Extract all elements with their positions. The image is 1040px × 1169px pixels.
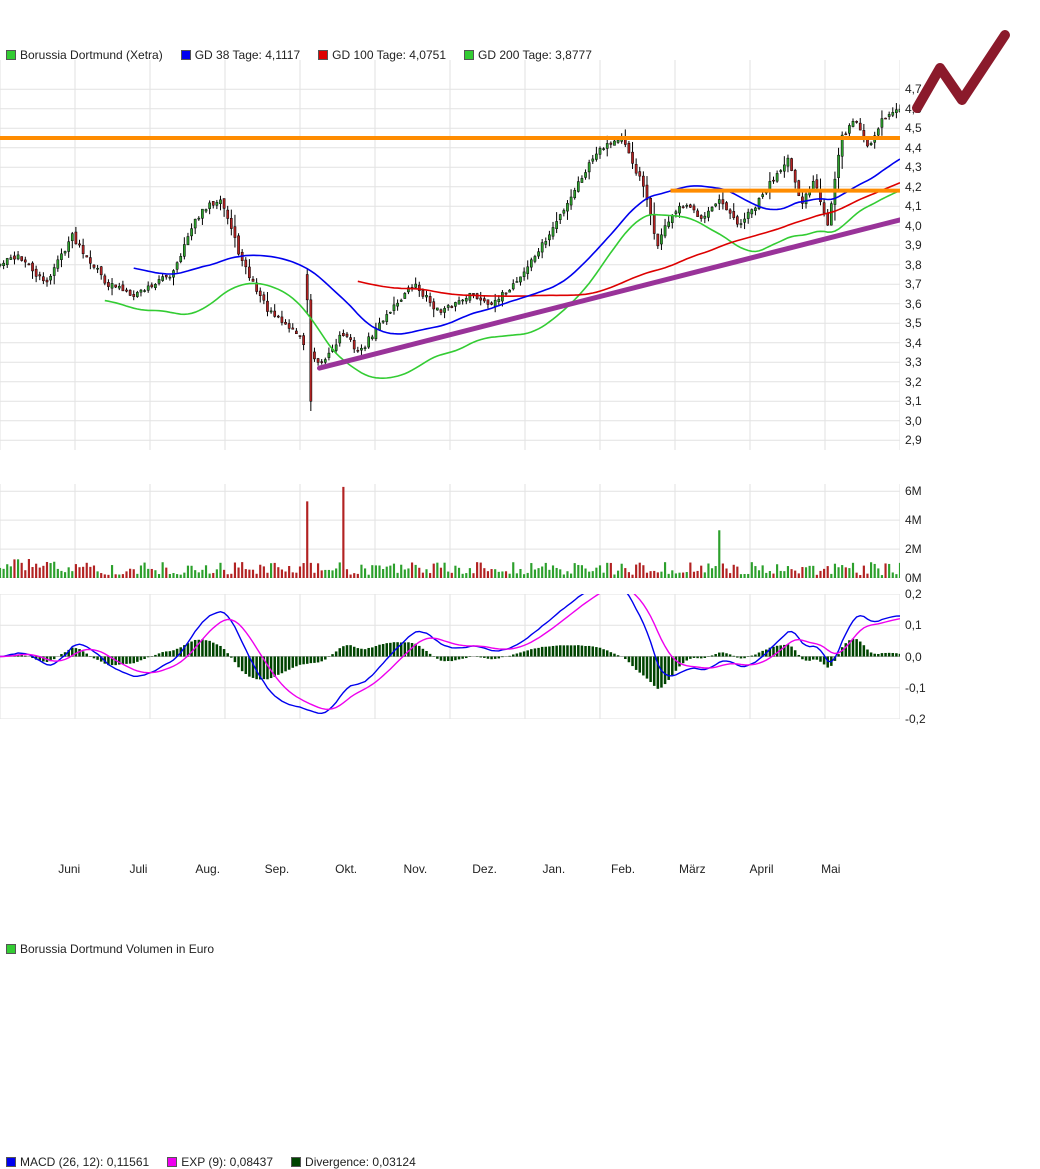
price-axis-tick-4: 4,0 xyxy=(905,219,922,233)
price-axis-tick-4.4: 4,4 xyxy=(905,141,922,155)
legend-swatch-0 xyxy=(6,50,16,60)
volume-plot-area[interactable] xyxy=(0,484,900,578)
xaxis-tick-Dez.: Dez. xyxy=(472,862,497,876)
xaxis-tick-Juli: Juli xyxy=(129,862,147,876)
macd-axis-tick-0.1: 0,1 xyxy=(905,618,922,632)
volume-axis-tick-4M: 4M xyxy=(905,513,922,527)
price-axis-tick-4.3: 4,3 xyxy=(905,160,922,174)
price-axis-tick-3.1: 3,1 xyxy=(905,394,922,408)
price-plot-area[interactable] xyxy=(0,60,900,450)
price-axis-tick-3.7: 3,7 xyxy=(905,277,922,291)
xaxis-tick-Mai: Mai xyxy=(821,862,840,876)
price-axis-tick-4.7: 4,7 xyxy=(905,82,922,96)
price-axis-tick-2.9: 2,9 xyxy=(905,433,922,447)
price-axis-tick-4.6: 4,6 xyxy=(905,102,922,116)
legend-swatch-1 xyxy=(167,1157,177,1167)
legend-swatch-0 xyxy=(6,1157,16,1167)
price-axis-tick-3.3: 3,3 xyxy=(905,355,922,369)
legend-swatch-2 xyxy=(291,1157,301,1167)
xaxis-tick-April: April xyxy=(750,862,774,876)
price-axis-tick-3: 3,0 xyxy=(905,414,922,428)
legend-swatch-1 xyxy=(181,50,191,60)
price-axis-tick-3.2: 3,2 xyxy=(905,375,922,389)
legend-item-2: Divergence: 0,03124 xyxy=(291,1155,416,1169)
macd-axis-tick-0: 0,0 xyxy=(905,650,922,664)
volume-axis-tick-6M: 6M xyxy=(905,484,922,498)
legend-label-0: Borussia Dortmund Volumen in Euro xyxy=(20,942,214,956)
xaxis-tick-Juni: Juni xyxy=(58,862,80,876)
volume-legend: Borussia Dortmund Volumen in Euro xyxy=(6,942,214,956)
legend-swatch-0 xyxy=(6,944,16,954)
xaxis-tick-Jan.: Jan. xyxy=(543,862,566,876)
legend-label-0: MACD (26, 12): 0,11561 xyxy=(20,1155,149,1169)
price-axis-tick-4.5: 4,5 xyxy=(905,121,922,135)
legend-label-1: EXP (9): 0,08437 xyxy=(181,1155,273,1169)
price-axis-tick-4.2: 4,2 xyxy=(905,180,922,194)
xaxis-tick-Aug.: Aug. xyxy=(195,862,220,876)
legend-item-0: MACD (26, 12): 0,11561 xyxy=(6,1155,149,1169)
xaxis-labels: Juni Juli Aug. Sep. Okt. Nov. Dez. Jan. Feb. März… xyxy=(0,860,900,880)
price-axis-tick-3.8: 3,8 xyxy=(905,258,922,272)
xaxis-tick-Okt.: Okt. xyxy=(335,862,357,876)
price-axis-tick-3.4: 3,4 xyxy=(905,336,922,350)
macd-legend: MACD (26, 12): 0,11561 EXP (9): 0,08437 Di… xyxy=(6,1155,416,1169)
macd-axis-tick--0.1: -0,1 xyxy=(905,681,926,695)
xaxis-tick-Sep.: Sep. xyxy=(265,862,290,876)
xaxis-tick-Feb.: Feb. xyxy=(611,862,635,876)
macd-plot-area[interactable] xyxy=(0,594,900,719)
legend-swatch-2 xyxy=(318,50,328,60)
legend-item-1: EXP (9): 0,08437 xyxy=(167,1155,273,1169)
price-panel: 4,7 4,6 4,5 4,4 4,3 4,2 4,1 4,0 3,9 3,8 3,7 3,6 3,5 3… xyxy=(0,60,1040,450)
legend-swatch-3 xyxy=(464,50,474,60)
stock-chart-root: Borussia Dortmund (Xetra)GD 38 Tage: 4,1… xyxy=(0,0,1040,719)
xaxis-tick-März: März xyxy=(679,862,706,876)
macd-axis-tick-0.2: 0,2 xyxy=(905,587,922,601)
legend-item-0: Borussia Dortmund Volumen in Euro xyxy=(6,942,214,956)
price-axis-tick-3.9: 3,9 xyxy=(905,238,922,252)
price-axis-tick-3.5: 3,5 xyxy=(905,316,922,330)
price-axis-tick-3.6: 3,6 xyxy=(905,297,922,311)
price-axis-tick-4.1: 4,1 xyxy=(905,199,922,213)
macd-axis-tick--0.2: -0,2 xyxy=(905,712,926,726)
xaxis-tick-Nov.: Nov. xyxy=(403,862,427,876)
legend-label-2: Divergence: 0,03124 xyxy=(305,1155,416,1169)
price-axis-area: 4,7 4,6 4,5 4,4 4,3 4,2 4,1 4,0 3,9 3,8 3,7 3,6 3,5 3… xyxy=(900,60,1040,450)
volume-axis-tick-2M: 2M xyxy=(905,542,922,556)
